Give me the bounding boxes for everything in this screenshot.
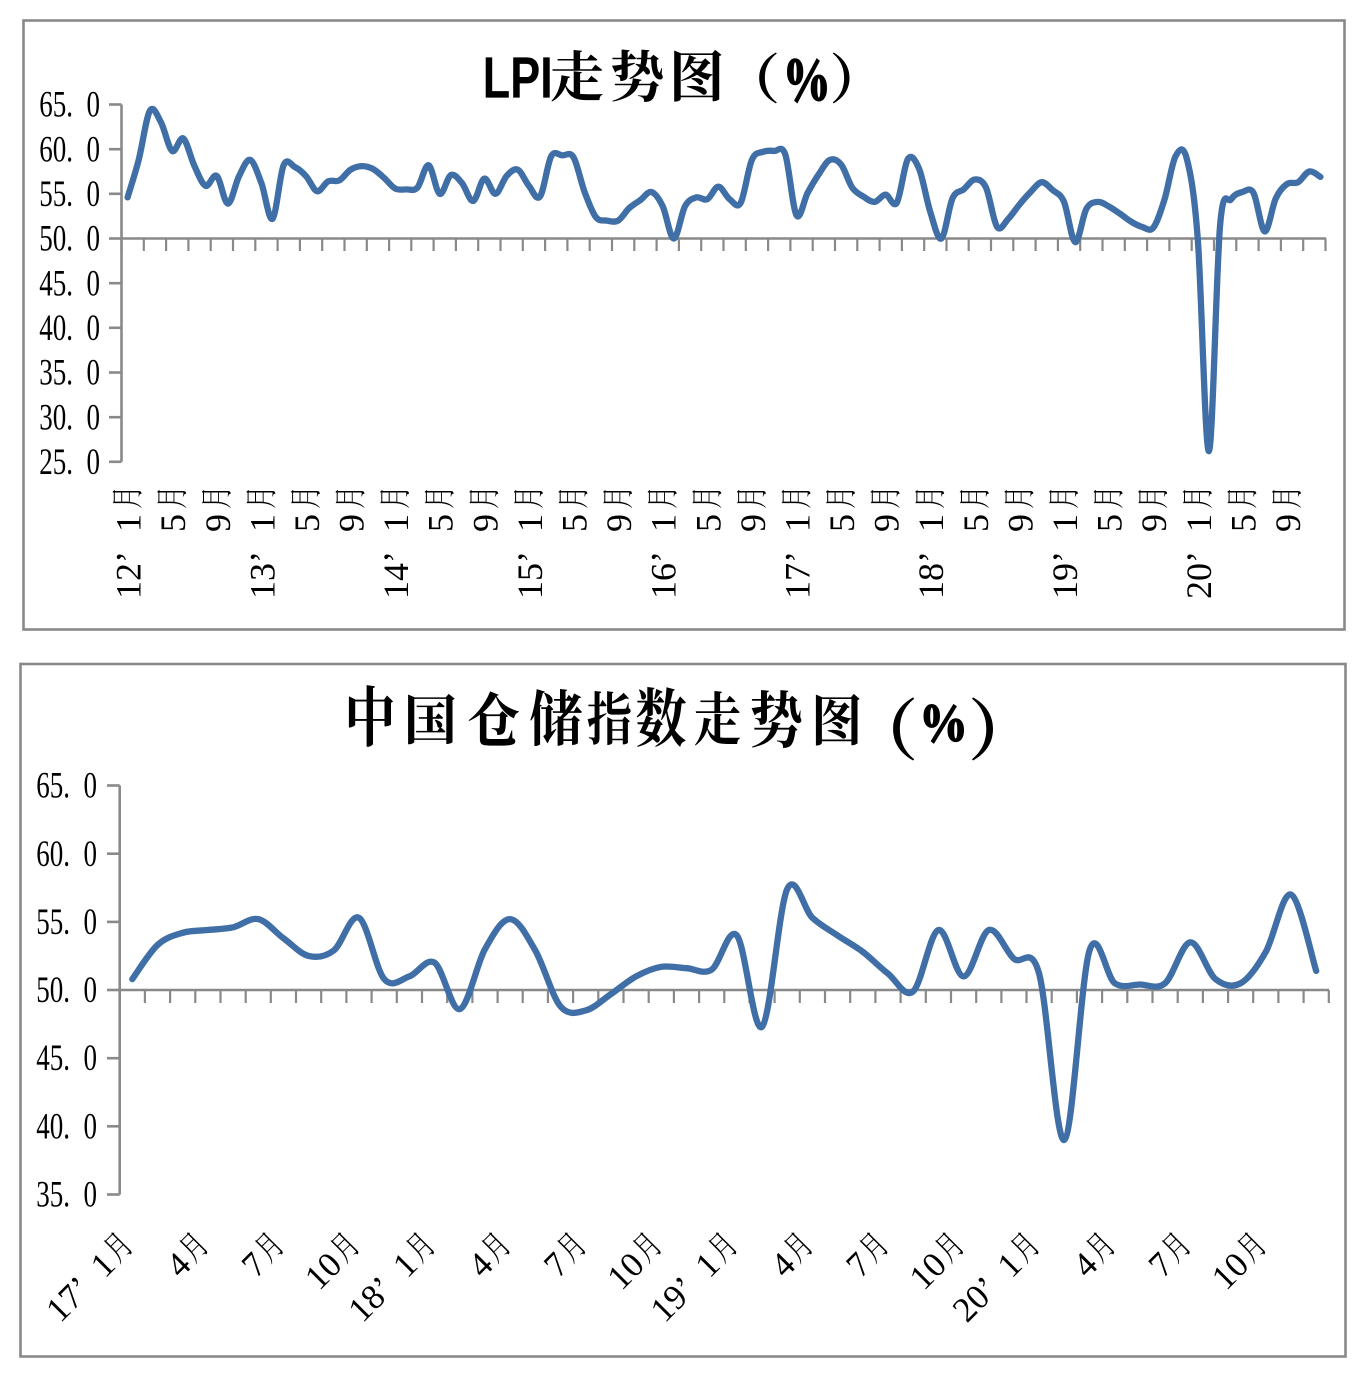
svg-text:15’: 15’ — [510, 551, 550, 599]
svg-text:35. 0: 35. 0 — [36, 1175, 97, 1216]
svg-text:9: 9 — [465, 514, 505, 532]
svg-text:5: 5 — [688, 514, 728, 532]
svg-text:5: 5 — [555, 514, 595, 532]
svg-text:60. 0: 60. 0 — [39, 129, 100, 170]
svg-text:9: 9 — [332, 514, 372, 532]
svg-text:19’: 19’ — [1045, 551, 1085, 599]
svg-text:5: 5 — [956, 514, 996, 532]
svg-text:1: 1 — [911, 514, 951, 532]
svg-text:20’: 20’ — [1179, 551, 1219, 599]
svg-text:60. 0: 60. 0 — [36, 834, 97, 875]
svg-text:1: 1 — [778, 514, 818, 532]
svg-text:35. 0: 35. 0 — [39, 353, 100, 394]
svg-text:18’: 18’ — [911, 551, 951, 599]
svg-text:9: 9 — [599, 514, 639, 532]
svg-text:1: 1 — [644, 514, 684, 532]
svg-text:5: 5 — [1090, 514, 1130, 532]
svg-text:9: 9 — [867, 514, 907, 532]
svg-text:9: 9 — [1000, 514, 1040, 532]
svg-text:45. 0: 45. 0 — [39, 263, 100, 304]
svg-text:13’: 13’ — [242, 551, 282, 599]
svg-text:5: 5 — [153, 514, 193, 532]
svg-text:50. 0: 50. 0 — [39, 219, 100, 260]
svg-text:5: 5 — [421, 514, 461, 532]
svg-text:55. 0: 55. 0 — [39, 174, 100, 215]
svg-text:1: 1 — [1179, 514, 1219, 532]
svg-text:65. 0: 65. 0 — [36, 766, 97, 807]
svg-text:12’: 12’ — [109, 551, 149, 599]
svg-text:9: 9 — [1134, 514, 1174, 532]
svg-text:9: 9 — [198, 514, 238, 532]
svg-text:5: 5 — [1223, 514, 1263, 532]
svg-text:40. 0: 40. 0 — [36, 1106, 97, 1147]
svg-text:45. 0: 45. 0 — [36, 1038, 97, 1079]
svg-text:5: 5 — [822, 514, 862, 532]
svg-text:25. 0: 25. 0 — [39, 442, 100, 483]
svg-text:1: 1 — [109, 514, 149, 532]
svg-text:14’: 14’ — [376, 551, 416, 599]
svg-text:9: 9 — [733, 514, 773, 532]
svg-text:55. 0: 55. 0 — [36, 902, 97, 943]
svg-text:9: 9 — [1268, 514, 1308, 532]
svg-text:50. 0: 50. 0 — [36, 970, 97, 1011]
svg-text:1: 1 — [510, 514, 550, 532]
svg-text:5: 5 — [287, 514, 327, 532]
svg-text:17’: 17’ — [778, 551, 818, 599]
svg-text:16’: 16’ — [644, 551, 684, 599]
svg-text:40. 0: 40. 0 — [39, 308, 100, 349]
svg-text:1: 1 — [376, 514, 416, 532]
svg-text:30. 0: 30. 0 — [39, 397, 100, 438]
svg-text:1: 1 — [242, 514, 282, 532]
svg-text:65. 0: 65. 0 — [39, 85, 100, 126]
svg-text:1: 1 — [1045, 514, 1085, 532]
